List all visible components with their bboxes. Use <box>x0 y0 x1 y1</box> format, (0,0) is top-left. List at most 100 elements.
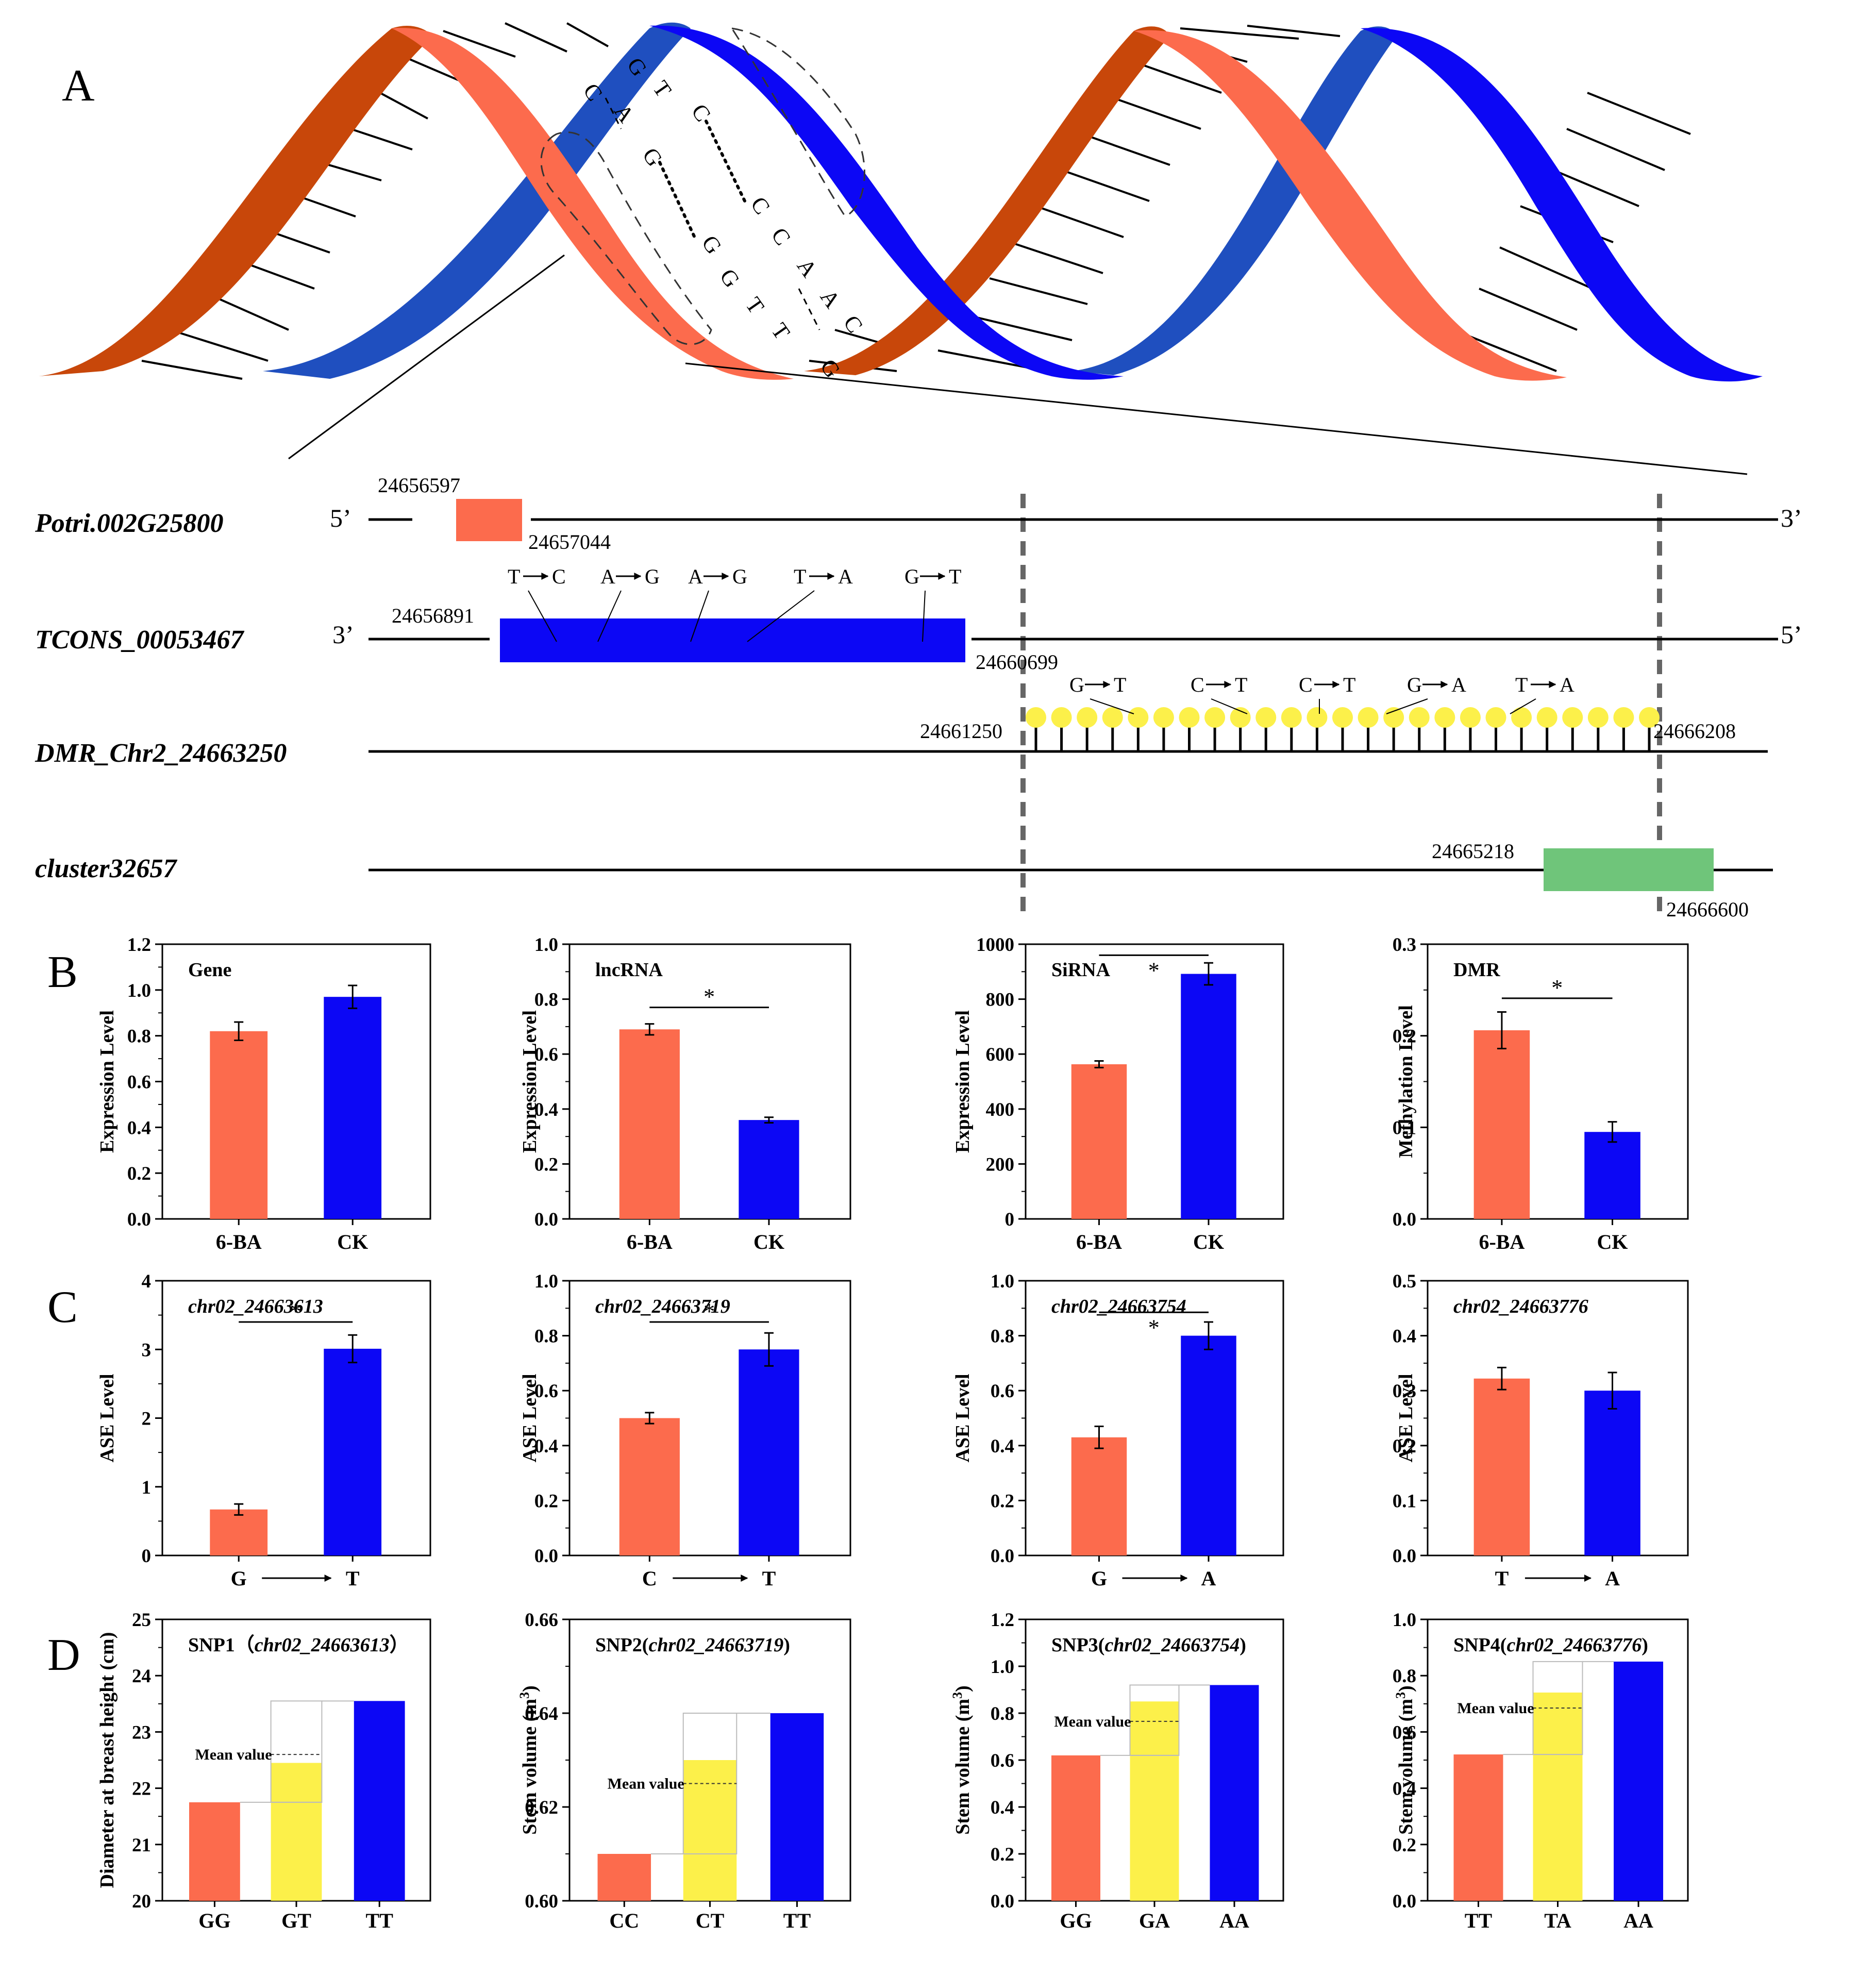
helix-strand-blue-back-2 <box>1072 26 1397 376</box>
y-tick-label: 0.8 <box>991 1326 1014 1347</box>
dmr-lollipop-dot <box>1281 707 1302 728</box>
chart-D1: 20 21 22 23 24 25 Diameter at breast height (c… <box>96 1610 431 1932</box>
helix-base-bottom: T <box>766 319 795 344</box>
bar <box>597 1854 651 1901</box>
bar <box>1453 1754 1503 1901</box>
gene-end-coord: 24657044 <box>528 530 611 554</box>
track-name-cluster: cluster32657 <box>35 854 177 883</box>
dmr-lollipop-dot <box>1587 707 1609 728</box>
mean-value-label: Mean value <box>1054 1713 1131 1730</box>
track-lncrna-right-end: 5’ <box>1781 620 1802 649</box>
bar-charts: 0.0 0.2 0.4 0.6 0.8 1.0 1.2 Expression Level Gen… <box>96 934 1689 1932</box>
gene-feature-box <box>456 499 522 541</box>
helix-rung <box>1180 27 1299 40</box>
chart-D3: 0.0 0.2 0.4 0.6 0.8 1.0 1.2 Stem volume (m3) SNP… <box>950 1610 1284 1932</box>
track-name-lncrna: TCONS_00053467 <box>35 625 244 655</box>
y-tick-label: 0.2 <box>991 1491 1014 1512</box>
y-tick-label: 0.3 <box>1393 1381 1416 1402</box>
lncrna-mutation-leader <box>528 590 557 642</box>
y-tick-label: 0.64 <box>525 1703 558 1725</box>
helix-strand-blue-2 <box>1361 28 1763 382</box>
chart-title: DMR <box>1453 959 1500 981</box>
dmr-lollipop-dot <box>1639 707 1660 728</box>
lncrna-mutation-to: G <box>732 565 747 588</box>
x-tick-label: A <box>1605 1567 1620 1590</box>
x-tick-label: T <box>346 1567 360 1590</box>
lncrna-mutation-leader <box>690 590 709 642</box>
y-tick-label: 0.6 <box>991 1381 1014 1402</box>
bar <box>1071 1064 1127 1219</box>
chart-B2: 0.0 0.2 0.4 0.6 0.8 1.0 Expression Level lncRNA… <box>519 934 851 1253</box>
bar <box>324 1348 382 1555</box>
y-tick-label: 0.0 <box>991 1546 1014 1567</box>
helix-rung <box>1587 92 1691 135</box>
x-tick-label: T <box>1495 1567 1509 1590</box>
panel-letter-c: C <box>47 1282 78 1332</box>
helix-rung <box>141 360 243 380</box>
y-tick-label: 0.8 <box>534 990 558 1011</box>
bar <box>210 1031 268 1219</box>
bar <box>1130 1701 1179 1901</box>
lncrna-mutation-to: A <box>838 565 853 588</box>
bar <box>1071 1437 1127 1555</box>
bar <box>1533 1692 1583 1901</box>
y-tick-label: 23 <box>132 1722 151 1743</box>
bar <box>619 1418 680 1555</box>
significance-star: * <box>1148 1315 1160 1340</box>
bar <box>271 1763 322 1901</box>
track-name-gene: Potri.002G25800 <box>35 509 223 538</box>
y-tick-label: 0.8 <box>534 1326 558 1347</box>
y-tick-label: 0.6 <box>1393 1722 1416 1743</box>
lncrna-mutation-from: G <box>904 565 919 588</box>
bar <box>739 1120 799 1219</box>
dmr-lollipop-dot <box>1332 707 1353 728</box>
cluster-start-coord: 24665218 <box>1432 840 1514 863</box>
dmr-lollipop-dot <box>1613 707 1634 728</box>
dmr-lollipop-dot <box>1383 707 1404 728</box>
helix-strand-rust-2 <box>804 26 1170 376</box>
helix-base-top: C <box>766 223 796 250</box>
lncrna-mutation-leader <box>922 590 926 642</box>
helix-pair-dots <box>705 120 746 203</box>
helix-base-top: C <box>839 311 868 338</box>
significance-star: * <box>1551 975 1563 1000</box>
bar <box>683 1760 737 1901</box>
x-tick-label: GG <box>198 1909 230 1932</box>
x-tick-label: CK <box>1193 1230 1224 1253</box>
helix-strand-salmon-1 <box>392 28 794 380</box>
bar <box>1473 1378 1530 1555</box>
helix-strand-salmon-2 <box>1134 30 1567 381</box>
y-tick-label: 1.0 <box>534 1271 558 1292</box>
y-tick-label: 0.0 <box>1393 1891 1416 1912</box>
x-tick-label: 6-BA <box>627 1230 673 1253</box>
y-tick-label: 0.6 <box>127 1072 151 1093</box>
y-tick-label: 1.2 <box>127 934 151 956</box>
y-tick-label: 0.4 <box>991 1797 1014 1818</box>
helix-rung <box>1082 133 1170 166</box>
y-tick-label: 0.66 <box>525 1610 558 1631</box>
y-tick-label: 0.8 <box>127 1026 151 1047</box>
cluster-feature-box <box>1544 848 1714 891</box>
dmr-methylation-lollipops <box>1026 707 1660 751</box>
gene-start-coord: 24656597 <box>378 474 460 497</box>
track-lncrna-left-end: 3’ <box>332 620 354 649</box>
y-tick-label: 2 <box>142 1409 152 1430</box>
x-tick-label: AA <box>1219 1909 1249 1932</box>
y-axis-label: ASE Level <box>519 1374 541 1462</box>
chart-title: chr02_24663719 <box>595 1296 730 1317</box>
y-axis-label: Stem volume (m3) <box>517 1685 541 1835</box>
x-tick-label: 6-BA <box>1076 1230 1122 1253</box>
y-tick-label: 3 <box>142 1340 152 1361</box>
dmr-lollipop-dot <box>1562 707 1583 728</box>
y-axis-label: ASE Level <box>1395 1374 1417 1462</box>
panel-letter-b: B <box>47 947 78 997</box>
y-tick-label: 0.8 <box>991 1703 1014 1725</box>
dmr-lollipop-dot <box>1026 707 1046 728</box>
significance-star: * <box>703 1299 715 1324</box>
dmr-end-coord: 24666208 <box>1653 719 1736 743</box>
chart-title: SiRNA <box>1051 959 1111 981</box>
significance-star: * <box>290 1299 301 1324</box>
